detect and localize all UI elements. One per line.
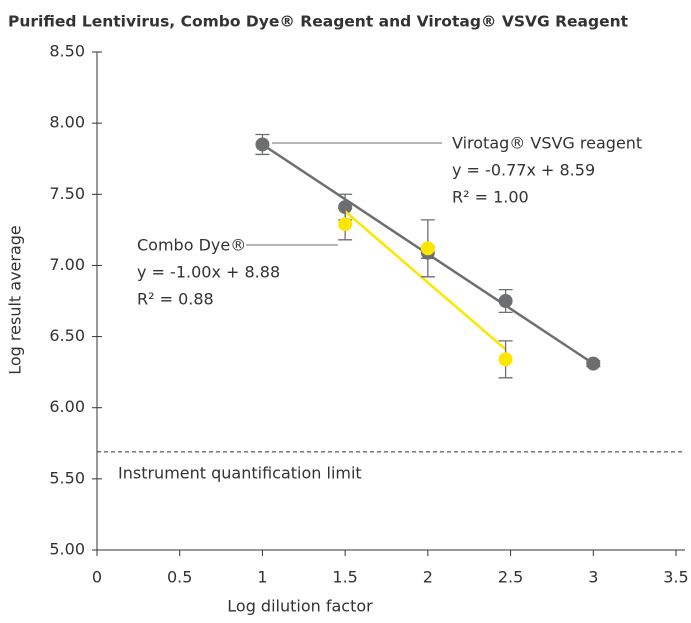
x-tick-label: 2	[423, 568, 433, 587]
point	[586, 356, 601, 371]
point	[498, 294, 513, 308]
r-squared: R² = 1.00	[452, 188, 529, 207]
point	[420, 241, 435, 256]
chart-title: Purified Lentivirus, Combo Dye® Reagent …	[8, 13, 629, 31]
y-tick-label: 7.50	[49, 184, 85, 203]
trendline	[344, 210, 507, 351]
r-squared: R² = 0.88	[137, 290, 214, 309]
y-axis-label: Log result average	[6, 225, 25, 375]
x-tick-label: 3.5	[663, 568, 688, 587]
y-tick-label: 6.00	[49, 397, 85, 416]
x-tick-label: 1	[257, 568, 267, 587]
x-tick-label: 0.5	[167, 568, 192, 587]
equation: y = -0.77x + 8.59	[452, 161, 595, 180]
y-tick-label: 5.00	[49, 540, 85, 559]
point	[338, 200, 353, 215]
y-tick-label: 7.00	[49, 255, 85, 274]
point	[338, 217, 353, 232]
y-tick-label: 6.50	[49, 326, 85, 345]
x-tick-label: 0	[92, 568, 102, 587]
point	[498, 352, 513, 367]
y-tick-label: 8.00	[49, 113, 85, 132]
x-tick-label: 1.5	[332, 568, 357, 587]
series-label: Virotag® VSVG reagent	[452, 134, 642, 153]
point	[255, 137, 270, 152]
reference-label: Instrument quantification limit	[118, 463, 362, 482]
y-tick-label: 8.50	[49, 42, 85, 61]
equation: y = -1.00x + 8.88	[137, 263, 280, 282]
series-label: Combo Dye®	[137, 236, 246, 255]
y-tick-label: 5.50	[49, 468, 85, 487]
x-axis-label: Log dilution factor	[227, 597, 373, 616]
x-tick-label: 2.5	[498, 568, 523, 587]
x-tick-label: 3	[588, 568, 598, 587]
